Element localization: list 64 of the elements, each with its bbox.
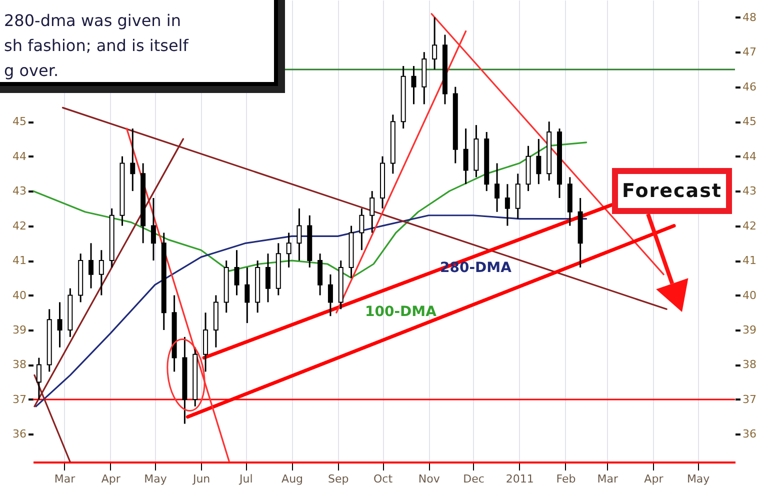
x-tick-label: Mar bbox=[597, 472, 618, 486]
candlestick bbox=[98, 249, 104, 296]
y2-tick-label: 38 bbox=[742, 358, 756, 372]
x-tick-label: 2011 bbox=[506, 472, 534, 486]
y2-tick-label: 42 bbox=[742, 219, 756, 232]
y-tick-label: 45 bbox=[12, 115, 26, 128]
candlestick bbox=[36, 357, 42, 400]
candlestick bbox=[88, 242, 94, 290]
y2-tick-label: 39 bbox=[742, 324, 756, 336]
x-tick-label: Oct bbox=[373, 472, 394, 486]
x-tick-label: Apr bbox=[644, 472, 664, 486]
y-tick-label: 40 bbox=[12, 288, 26, 302]
line-series bbox=[35, 214, 588, 408]
y2-tick-label: 47 bbox=[742, 46, 756, 59]
y2-tick-label: 45 bbox=[742, 115, 756, 128]
y2-tick-label: 36 bbox=[742, 428, 756, 441]
x-tick-label: May bbox=[144, 472, 168, 486]
candlestick bbox=[286, 232, 292, 268]
candlestick bbox=[504, 183, 510, 227]
y-tick-label: 44 bbox=[12, 150, 26, 163]
x-tick-label: Aug bbox=[282, 472, 304, 486]
y2-tick-label: 46 bbox=[742, 80, 756, 94]
candlestick bbox=[432, 16, 438, 70]
line-series bbox=[33, 142, 588, 279]
x-tick-label: Apr bbox=[101, 472, 121, 486]
y-tick-label: 38 bbox=[12, 358, 26, 372]
candlestick bbox=[296, 208, 302, 262]
text: 100-DMA bbox=[365, 304, 437, 320]
y-tick-label: 36 bbox=[12, 428, 26, 441]
candlestick bbox=[494, 162, 500, 213]
y-tick-label: 39 bbox=[12, 324, 26, 336]
y2-tick-label: 40 bbox=[742, 288, 756, 302]
x-tick-label: Feb bbox=[556, 472, 576, 486]
candlestick bbox=[244, 266, 250, 324]
x-tick-label: Mar bbox=[54, 472, 76, 486]
y2-tick-label: 41 bbox=[742, 254, 756, 268]
y-tick-label: 43 bbox=[12, 184, 26, 198]
y2-tick-label: 43 bbox=[742, 184, 756, 198]
candlestick bbox=[411, 65, 416, 105]
candlestick bbox=[265, 252, 270, 303]
y-tick-label: 42 bbox=[12, 219, 26, 232]
annotation: 280-dma was given in sh fashion; and is itself g over. bbox=[4, 10, 190, 82]
x-tick-label: Jul bbox=[238, 472, 253, 486]
candlestick bbox=[370, 190, 375, 234]
candlestick bbox=[130, 128, 136, 192]
candlestick bbox=[57, 301, 62, 348]
x-tick-label: Nov bbox=[418, 472, 440, 486]
text: 280-DMA bbox=[440, 260, 512, 276]
x-tick-label: Sep bbox=[328, 472, 349, 486]
y2-tick-label: 48 bbox=[742, 10, 756, 24]
y2-tick-label: 37 bbox=[742, 392, 756, 406]
candlestick bbox=[150, 197, 156, 262]
candlestick bbox=[328, 274, 333, 317]
candlestick bbox=[536, 138, 542, 185]
candlestick bbox=[463, 128, 468, 185]
y-tick-label: 37 bbox=[12, 392, 26, 406]
y2-tick-label: 44 bbox=[742, 150, 756, 163]
x-tick-label: May bbox=[686, 472, 710, 486]
candlestick bbox=[234, 249, 240, 296]
y-tick-label: 41 bbox=[12, 254, 26, 268]
x-tick-label: Jun bbox=[192, 472, 210, 486]
candlestick bbox=[359, 208, 364, 251]
x-tick-label: Dec bbox=[463, 472, 484, 486]
annotation: Forecast bbox=[612, 168, 732, 214]
